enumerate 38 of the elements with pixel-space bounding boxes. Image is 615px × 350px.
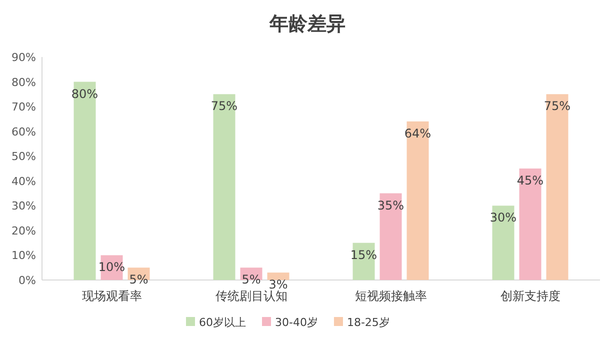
bar (213, 94, 236, 280)
data-label: 15% (350, 248, 378, 262)
data-label: 35% (377, 198, 404, 212)
y-tick-label: 10% (12, 249, 36, 262)
data-label: 80% (71, 86, 98, 101)
bar (380, 193, 402, 280)
bar (519, 168, 542, 280)
y-tick-label: 70% (12, 100, 36, 114)
data-label: 75% (210, 99, 238, 114)
bar (74, 82, 96, 280)
bar (492, 206, 514, 280)
legend-label: 60岁以上 (199, 316, 246, 329)
x-tick-label: 现场观看率 (82, 289, 142, 303)
data-label: 30% (490, 210, 517, 225)
y-tick-label: 50% (12, 150, 36, 164)
y-tick-label: 0% (18, 274, 36, 287)
y-tick-label: 60% (12, 125, 36, 138)
x-tick-label: 创新支持度 (500, 289, 560, 303)
data-label: 5% (129, 272, 148, 287)
bar (406, 121, 429, 280)
x-tick-label: 传统剧目认知 (215, 289, 288, 303)
y-tick-label: 20% (12, 224, 36, 238)
y-tick-label: 40% (12, 174, 36, 188)
data-label: 64% (404, 126, 432, 140)
data-label: 5% (242, 272, 261, 287)
bar (267, 272, 290, 280)
bar (546, 94, 568, 280)
data-label: 75% (544, 99, 571, 114)
x-tick-label: 短视频接触率 (354, 289, 427, 303)
legend-label: 18-25岁 (346, 316, 390, 329)
legend-label: 30-40岁 (275, 316, 318, 329)
data-label: 3% (268, 278, 288, 292)
y-tick-label: 80% (12, 76, 36, 89)
y-tick-label: 30% (12, 200, 36, 213)
chart-title: 年龄差异 (268, 13, 346, 35)
data-label: 45% (516, 174, 544, 188)
data-label: 10% (98, 260, 126, 274)
y-tick-label: 90% (12, 51, 36, 64)
